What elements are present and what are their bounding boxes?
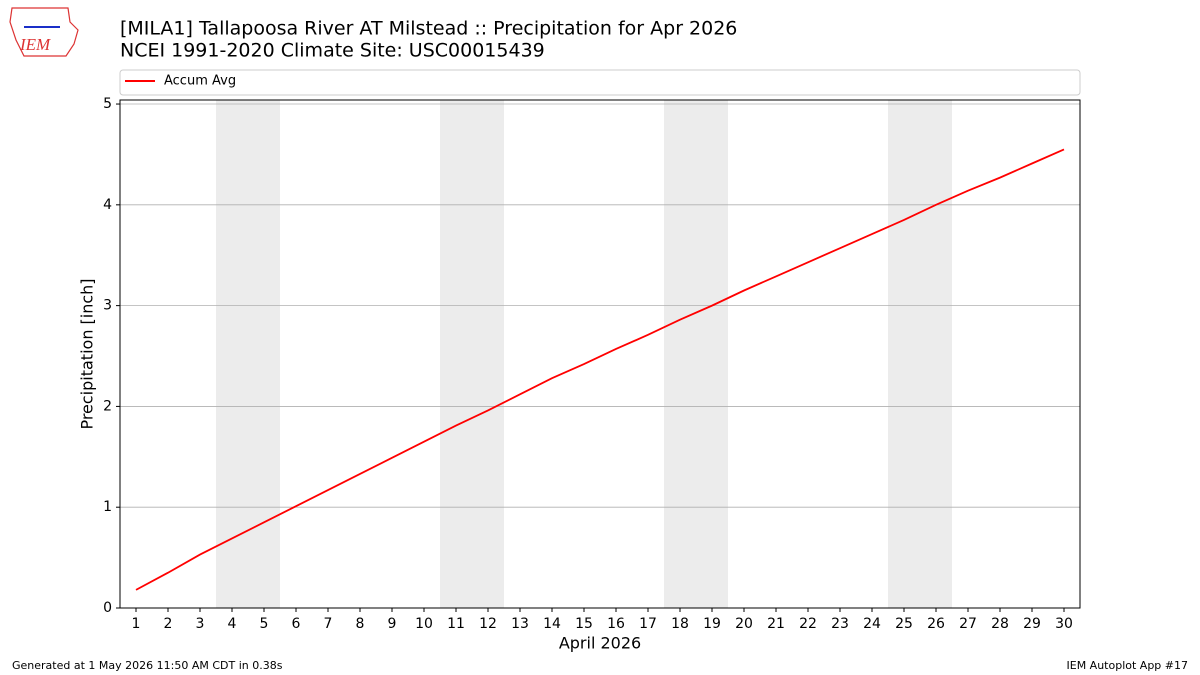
x-tick-label: 15	[575, 616, 593, 632]
x-tick-label: 9	[388, 616, 397, 632]
logo-outline	[9, 7, 79, 57]
x-tick-label: 3	[196, 616, 205, 632]
footer-right: IEM Autoplot App #17	[1067, 659, 1189, 672]
x-tick-label: 13	[511, 616, 529, 632]
weekend-band	[216, 100, 280, 608]
y-tick-label: 2	[103, 398, 112, 414]
x-tick-label: 27	[959, 616, 977, 632]
weekend-band	[888, 100, 952, 608]
x-tick-label: 23	[831, 616, 849, 632]
plot-frame	[119, 99, 1081, 609]
y-tick-label: 0	[103, 600, 112, 616]
x-tick-label: 8	[356, 616, 365, 632]
chart-subtitle: NCEI 1991-2020 Climate Site: USC00015439	[120, 40, 545, 62]
x-tick-label: 6	[292, 616, 301, 632]
y-axis-label: Precipitation [inch]	[78, 278, 97, 429]
x-tick-label: 5	[260, 616, 269, 632]
legend-box	[119, 69, 1081, 96]
x-tick-label: 10	[415, 616, 433, 632]
x-axis-label: April 2026	[559, 634, 641, 653]
weekend-band	[440, 100, 504, 608]
x-tick-label: 26	[927, 616, 945, 632]
x-tick-label: 11	[447, 616, 465, 632]
line	[135, 148, 1065, 591]
x-tick-label: 16	[607, 616, 625, 632]
y-tick-label: 1	[103, 499, 112, 515]
y-tick-label: 5	[103, 96, 112, 112]
x-tick-label: 18	[671, 616, 689, 632]
legend-label: Accum Avg	[164, 74, 236, 89]
x-tick-label: 14	[543, 616, 561, 632]
chart-title: [MILA1] Tallapoosa River AT Milstead :: …	[120, 18, 737, 40]
x-tick-label: 25	[895, 616, 913, 632]
x-tick-label: 1	[132, 616, 141, 632]
x-tick-label: 24	[863, 616, 881, 632]
footer-left: Generated at 1 May 2026 11:50 AM CDT in …	[12, 659, 283, 672]
y-tick-label: 3	[103, 298, 112, 314]
y-tick-label: 4	[103, 197, 112, 213]
x-tick-label: 2	[164, 616, 173, 632]
x-tick-label: 30	[1055, 616, 1073, 632]
x-tick-label: 20	[735, 616, 753, 632]
x-tick-label: 29	[1023, 616, 1041, 632]
x-tick-label: 17	[639, 616, 657, 632]
x-tick-label: 4	[228, 616, 237, 632]
x-tick-label: 28	[991, 616, 1009, 632]
x-tick-label: 22	[799, 616, 817, 632]
x-tick-label: 12	[479, 616, 497, 632]
x-tick-label: 19	[703, 616, 721, 632]
logo-text: IEM	[19, 35, 51, 54]
x-tick-label: 7	[324, 616, 333, 632]
logo: IEM	[9, 7, 79, 57]
x-tick-label: 21	[767, 616, 785, 632]
weekend-band	[664, 100, 728, 608]
